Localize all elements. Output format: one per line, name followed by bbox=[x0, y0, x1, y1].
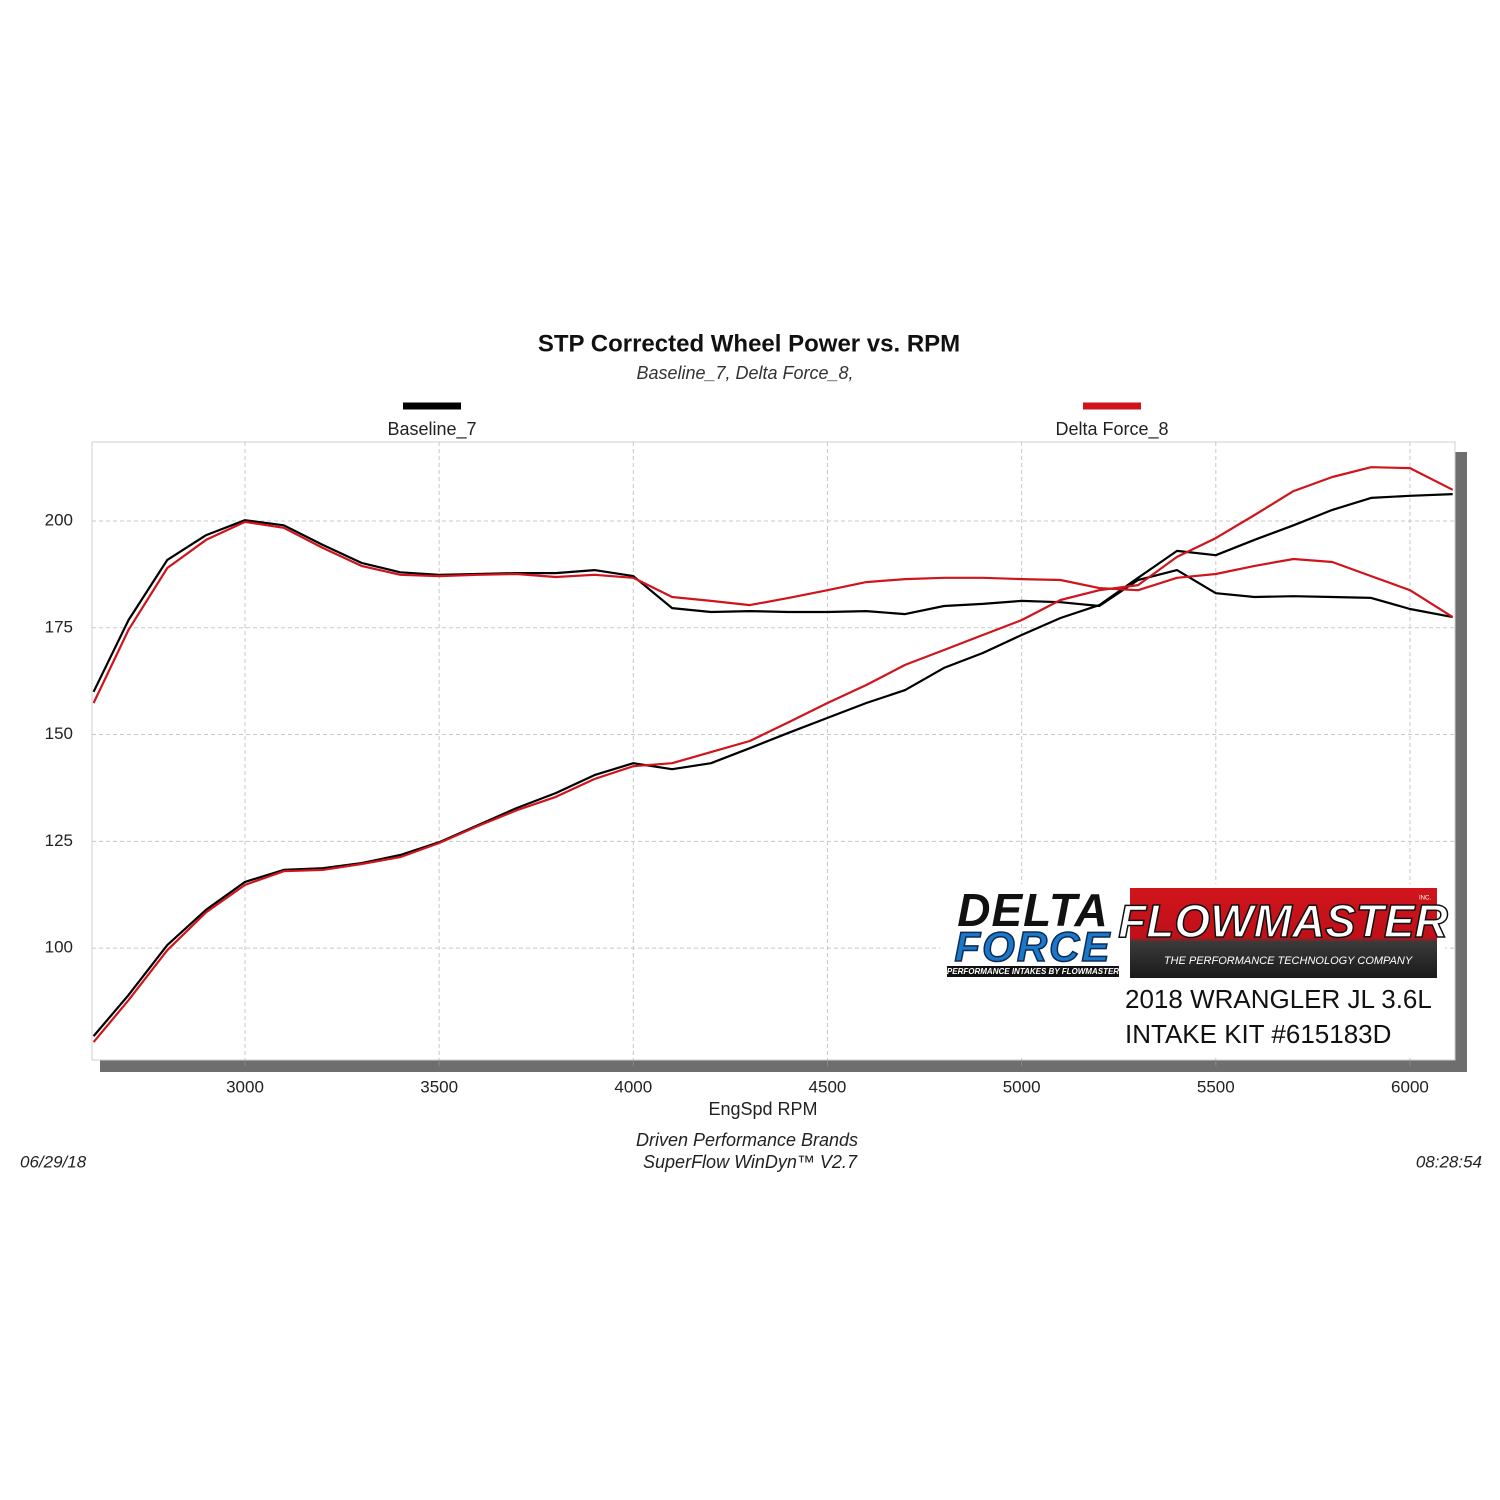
flowmaster-tagline: THE PERFORMANCE TECHNOLOGY COMPANY bbox=[1164, 955, 1413, 967]
annotation: 2018 WRANGLER JL 3.6L bbox=[1125, 984, 1432, 1014]
force-logo: FORCE bbox=[955, 923, 1112, 970]
x-tick-label: 5500 bbox=[1197, 1077, 1235, 1096]
x-tick-label: 5000 bbox=[1003, 1077, 1041, 1096]
chart-title: STP Corrected Wheel Power vs. RPM bbox=[538, 330, 960, 357]
date: 06/29/18 bbox=[20, 1152, 87, 1171]
data-line bbox=[92, 466, 1454, 1043]
logos: DELTA FORCE PERFORMANCE INTAKES BY FLOWM… bbox=[940, 884, 1449, 1056]
delta-tagline: PERFORMANCE INTAKES BY FLOWMASTER bbox=[947, 967, 1119, 976]
footer-text: SuperFlow WinDyn™ V2.7 bbox=[643, 1152, 858, 1172]
annotation: INTAKE KIT #615183D bbox=[1125, 1019, 1391, 1049]
x-tick-label: 3500 bbox=[420, 1077, 458, 1096]
legend-label: Delta Force_8 bbox=[1055, 419, 1168, 440]
data-line bbox=[92, 519, 1453, 693]
x-tick-label: 3000 bbox=[226, 1077, 264, 1096]
lines bbox=[92, 466, 1454, 1043]
legend-label: Baseline_7 bbox=[387, 419, 476, 440]
time: 08:28:54 bbox=[1416, 1152, 1482, 1171]
flowmaster-inc: INC. bbox=[1419, 896, 1431, 902]
y-tick-label: 125 bbox=[45, 831, 73, 850]
x-tick-label: 4000 bbox=[614, 1077, 652, 1096]
data-line bbox=[92, 493, 1453, 1037]
tagline-bar bbox=[947, 966, 1119, 977]
footer-text: Driven Performance Brands bbox=[636, 1130, 858, 1150]
y-tick-label: 100 bbox=[45, 938, 73, 957]
y-tick-label: 150 bbox=[45, 724, 73, 743]
x-tick-label: 6000 bbox=[1391, 1077, 1429, 1096]
data-line bbox=[92, 520, 1454, 704]
y-tick-label: 200 bbox=[45, 510, 73, 529]
flowmaster-box bbox=[1130, 888, 1437, 978]
x-axis-label: EngSpd RPM bbox=[708, 1099, 817, 1119]
delta-logo: DELTA bbox=[957, 884, 1109, 936]
x-tick-label: 4500 bbox=[809, 1077, 847, 1096]
y-tick-label: 175 bbox=[45, 617, 73, 636]
chart-subtitle: Baseline_7, Delta Force_8, bbox=[636, 363, 853, 383]
flowmaster-logo: FLOWMASTER bbox=[1118, 895, 1448, 947]
